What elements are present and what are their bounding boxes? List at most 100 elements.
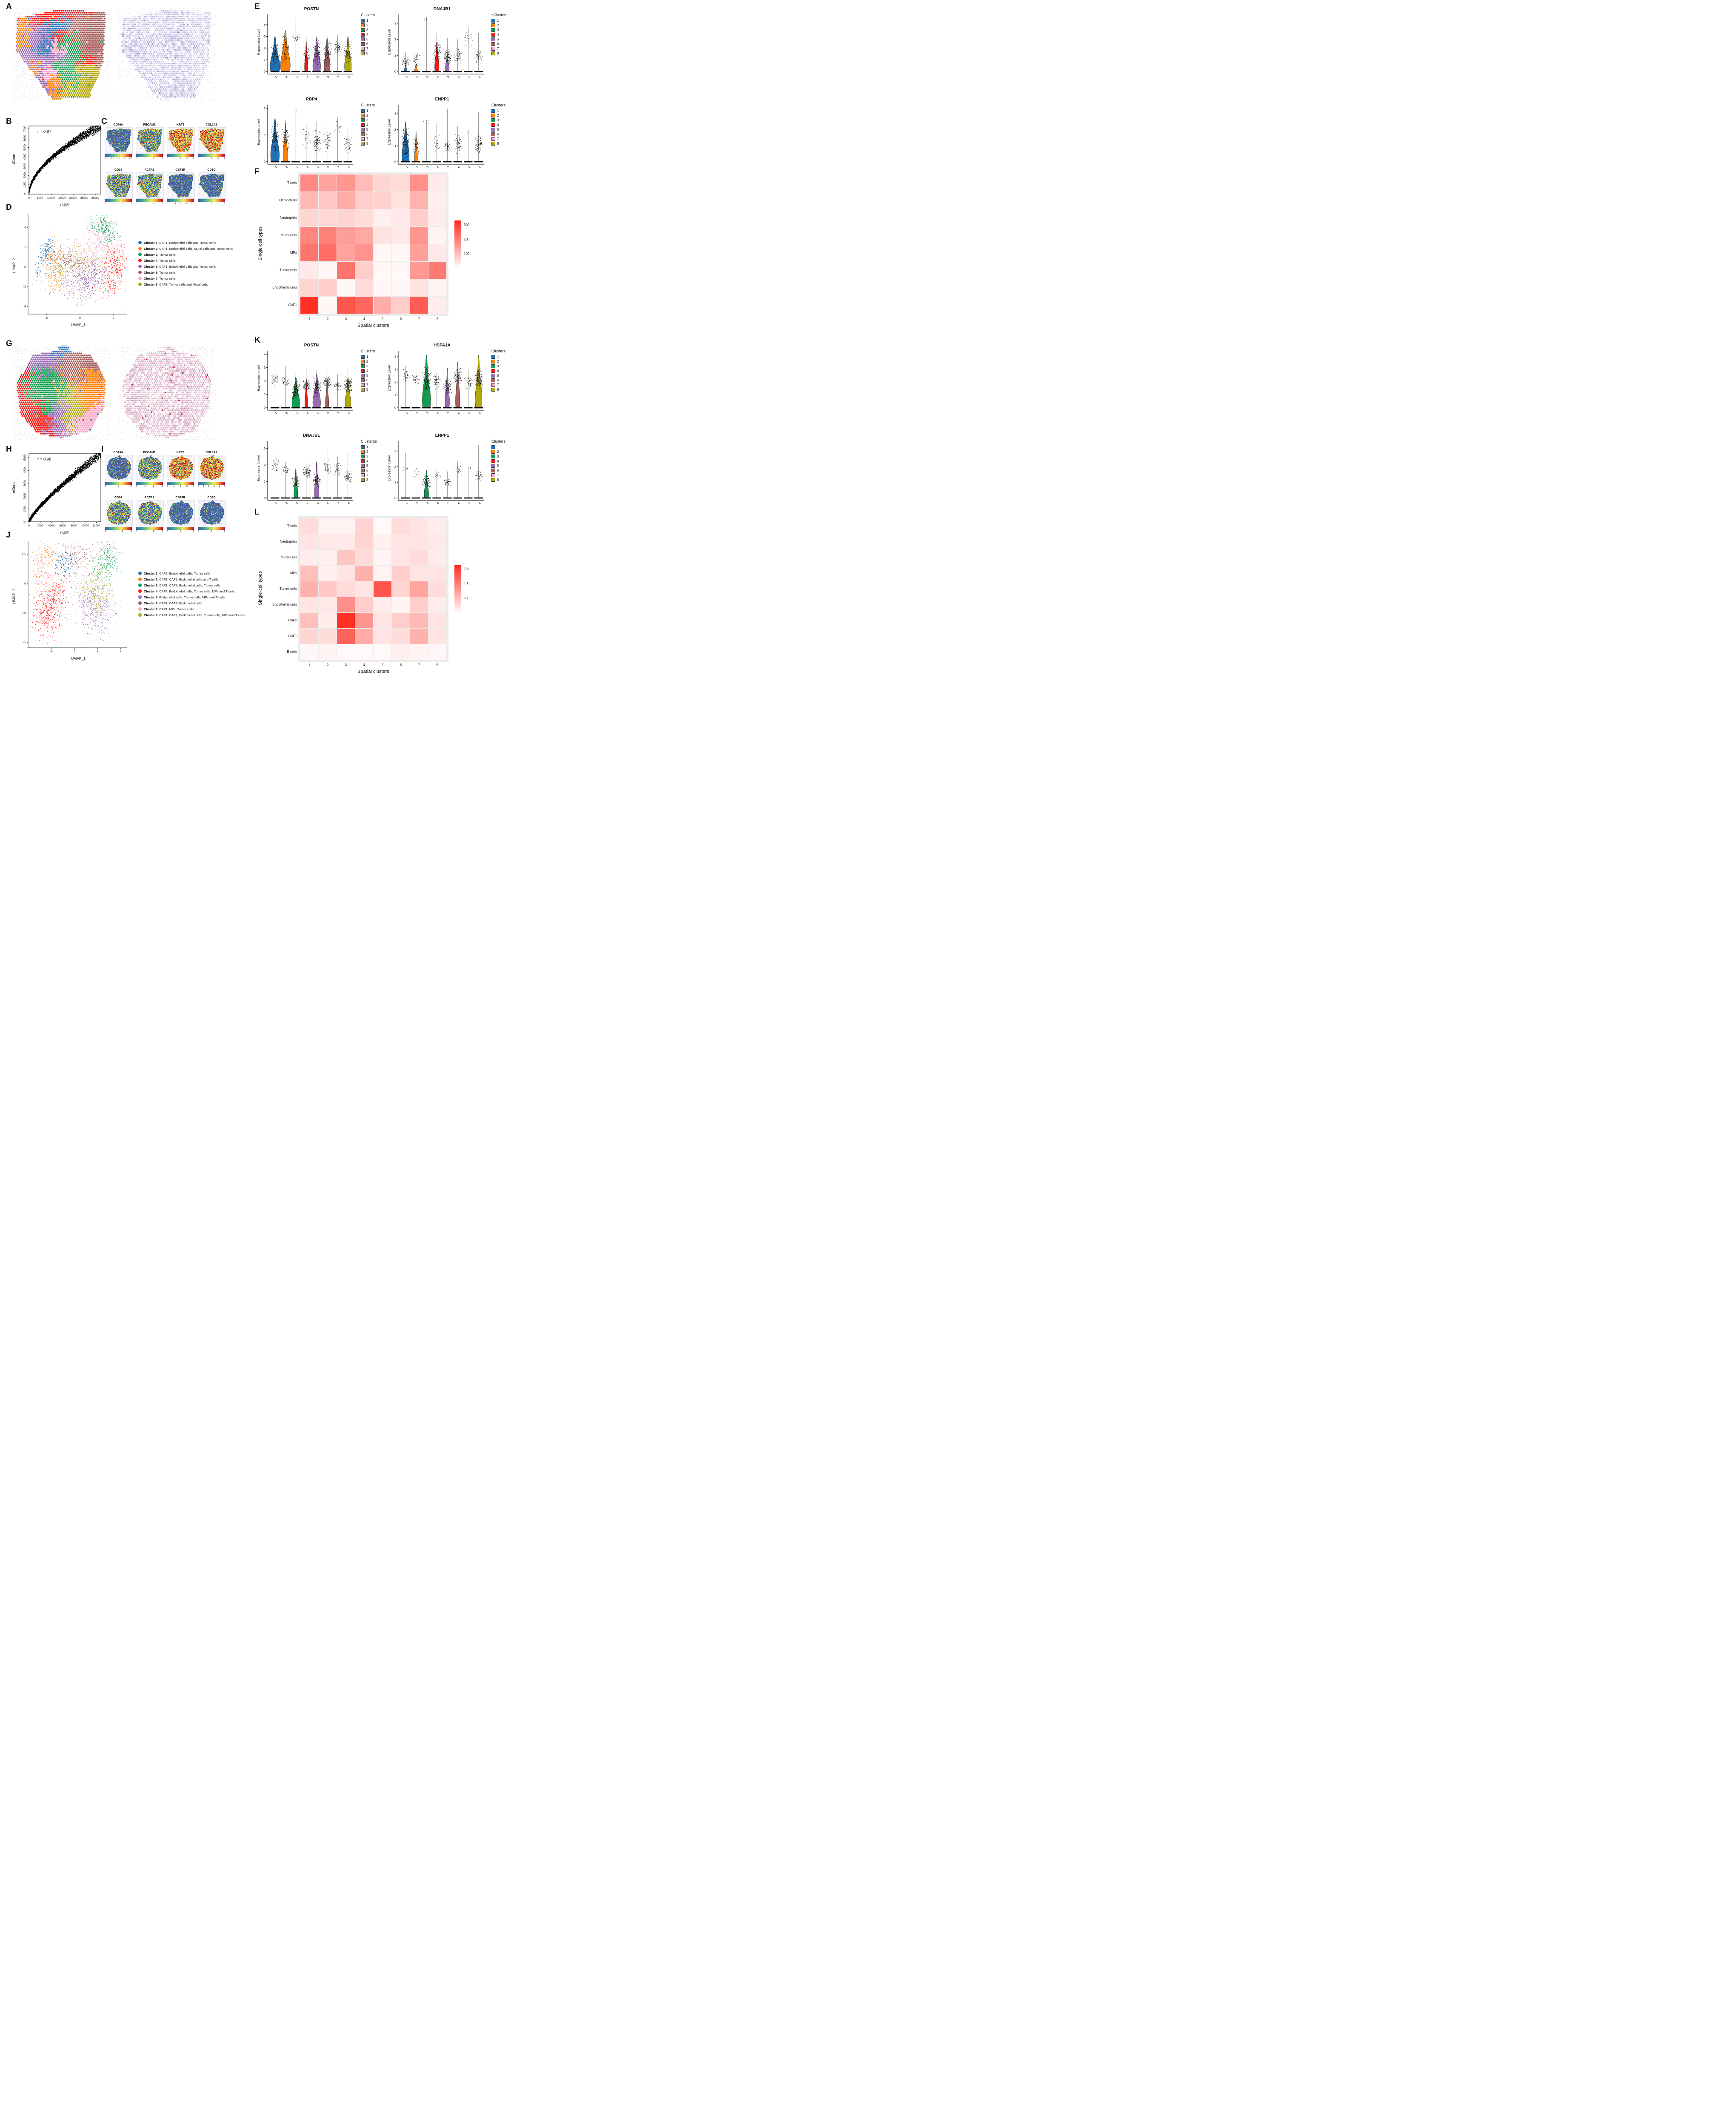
panel-label-a: A xyxy=(6,2,12,11)
feature-plot-colorbar-ticks: 0.0 0.4 0.8 1.2 1.6 xyxy=(167,203,194,205)
heatmap-y-axis-label: Single-cell types xyxy=(258,571,263,606)
violin-legend-item: 5 xyxy=(361,463,377,468)
umap-legend-item: Cluster 1: CAF1, Endothelial cells and T… xyxy=(138,240,233,246)
colorbar-tick-label: 1 xyxy=(144,485,146,488)
umap-legend-text: Cluster 4: CAF2, Endothelial cells, Tumo… xyxy=(144,589,235,593)
colorbar-tick-label: 1 xyxy=(113,203,115,205)
cluster-color-swatch xyxy=(491,51,495,55)
cluster-color-swatch xyxy=(491,114,495,117)
violin-legend-label: 4 xyxy=(366,123,368,127)
cluster-color-swatch xyxy=(361,455,365,458)
heatmap-cell xyxy=(300,597,318,612)
colorbar-tick-label: 0.0 xyxy=(167,203,170,205)
violin-chart-dnajb1: DNAJB1Expression LevelClusterss12345678 xyxy=(254,433,382,518)
cluster-color-dot xyxy=(138,277,142,280)
pG2-canvas xyxy=(118,346,216,441)
heatmap-cell xyxy=(337,550,355,565)
colorbar-tick-label: 1 xyxy=(173,485,175,488)
heatmap-cell xyxy=(374,597,391,612)
heatmap-cell xyxy=(392,613,410,628)
heatmap-col-label: 5 xyxy=(381,663,384,667)
feature-plot-gene-title: CD79A xyxy=(113,123,123,126)
panel-g-spatial-cluster-map xyxy=(13,346,111,441)
heatmap-cell xyxy=(392,279,410,296)
heatmap-cell xyxy=(410,550,428,565)
umap-legend-item: Cluster 7: Tumor cells xyxy=(138,275,233,281)
feature-plot-gene-title: KRT8 xyxy=(176,123,185,126)
violin-legend-label: 2 xyxy=(366,114,368,117)
heatmap-cell xyxy=(319,534,337,549)
cluster-color-dot xyxy=(138,595,142,599)
cluster-color-swatch xyxy=(491,132,495,136)
cluster-color-swatch xyxy=(491,360,495,363)
pJ-legend: Cluster 1: CAF2, Endothelial cells, Tumo… xyxy=(138,570,245,618)
violin-legend-label: 2 xyxy=(366,450,368,454)
heatmap-cell xyxy=(374,297,391,314)
heatmap-cell xyxy=(428,566,446,581)
umap-legend-text: Cluster 6: Tumor cells xyxy=(144,270,176,275)
violin-legend-label: 3 xyxy=(497,118,499,122)
heatmap-cell xyxy=(392,244,410,261)
violin-legend-title: sClusters xyxy=(491,13,508,17)
pB-canvas xyxy=(13,123,104,208)
colorbar-tick-label: 1 xyxy=(144,530,146,533)
feature-plot-colorbar xyxy=(167,199,194,202)
violin-legend-title: Clusters xyxy=(491,349,506,353)
heatmap-cell xyxy=(428,192,446,209)
violin-legend-label: 2 xyxy=(497,360,499,363)
violin-chart-title: DNAJB1 xyxy=(303,433,320,438)
umap-legend-text: Cluster 5: CAF1, Endothelial cells and T… xyxy=(144,264,216,269)
violin-legend: sClusters 1 2 3 4 5 6 7 8 xyxy=(491,13,508,56)
cluster-color-swatch xyxy=(491,455,495,458)
violin-legend-item: 3 xyxy=(361,28,375,32)
heatmap-cell xyxy=(355,550,373,565)
heatmap-cell xyxy=(355,581,373,597)
feature-plot-colorbar-ticks: 0 1 2 xyxy=(105,485,132,488)
heatmap-cell xyxy=(319,279,337,296)
feature-plot-gene-title: CD3D xyxy=(207,169,216,172)
panel-j-umap: UMAP_1 UMAP_2 Cluster 1: CAF2, Endothelial… xyxy=(12,538,260,666)
colorbar-tick-label: 0 xyxy=(105,203,106,205)
heatmap-col-label: 7 xyxy=(418,317,420,321)
heatmap-row-label: T cells xyxy=(287,524,297,528)
violin-legend-label: 6 xyxy=(366,132,368,136)
violin-legend-item: 7 xyxy=(361,137,375,141)
panel-i-feature-plots: CD79A 0 1 2 PECAM1 0 1 2 3 KRT8 0 1 2 3 4 COL1A2 0 1 2 3 4 5 C… xyxy=(105,451,229,541)
umap-legend-text: Cluster 8: CAF1, Tumor cells and Mural c… xyxy=(144,282,208,286)
colorbar-tick-label: 2.0 xyxy=(128,157,132,160)
feature-plot-canvas xyxy=(198,172,226,199)
violin-legend-item: 2 xyxy=(491,23,508,28)
violin-legend-label: 4 xyxy=(497,123,499,127)
umap-legend-item: Cluster 1: CAF2, Endothelial cells, Tumo… xyxy=(138,570,245,576)
colorbar-tick-label: 2 xyxy=(153,530,154,533)
violin-legend-label: 8 xyxy=(497,142,499,146)
umap-legend-item: Cluster 6: Tumor cells xyxy=(138,269,233,275)
heatmap-cell xyxy=(319,613,337,628)
feature-plot-colorbar xyxy=(198,154,225,157)
pD-x-axis-label: UMAP_1 xyxy=(71,323,86,327)
violin-legend: Clusters 1 2 3 4 5 6 7 8 xyxy=(361,349,375,392)
violin-legend-item: 3 xyxy=(491,28,508,32)
feature-plot-cd79a: CD79A 0.0 0.5 1.0 1.5 2.0 xyxy=(105,123,133,160)
colorbar-tick-label: 5 xyxy=(223,485,225,488)
cluster-color-dot xyxy=(138,271,142,274)
heatmap-cell xyxy=(355,192,373,209)
cluster-color-dot xyxy=(138,247,142,250)
cluster-color-swatch xyxy=(361,464,365,468)
feature-plot-acta2: ACTA2 0 1 2 3 xyxy=(136,496,164,533)
violin-legend-label: 5 xyxy=(497,128,499,132)
heatmap-cell xyxy=(428,629,446,644)
feature-plot-colorbar xyxy=(198,527,225,530)
colorbar-tick-label: 0 xyxy=(198,530,200,533)
feature-plot-canvas xyxy=(136,172,164,199)
heatmap-cell xyxy=(337,518,355,534)
cluster-color-swatch xyxy=(491,42,495,46)
umap-legend-text: Cluster 7: Tumor cells xyxy=(144,276,176,280)
feature-plot-canvas xyxy=(167,500,195,526)
colorbar-tick-label: 2 xyxy=(192,530,194,533)
feature-plot-canvas xyxy=(105,172,133,199)
heatmap-cell xyxy=(392,534,410,549)
heatmap-cell xyxy=(319,192,337,209)
panel-label-d: D xyxy=(6,203,12,212)
violin-legend-title: Clusters xyxy=(361,103,375,107)
